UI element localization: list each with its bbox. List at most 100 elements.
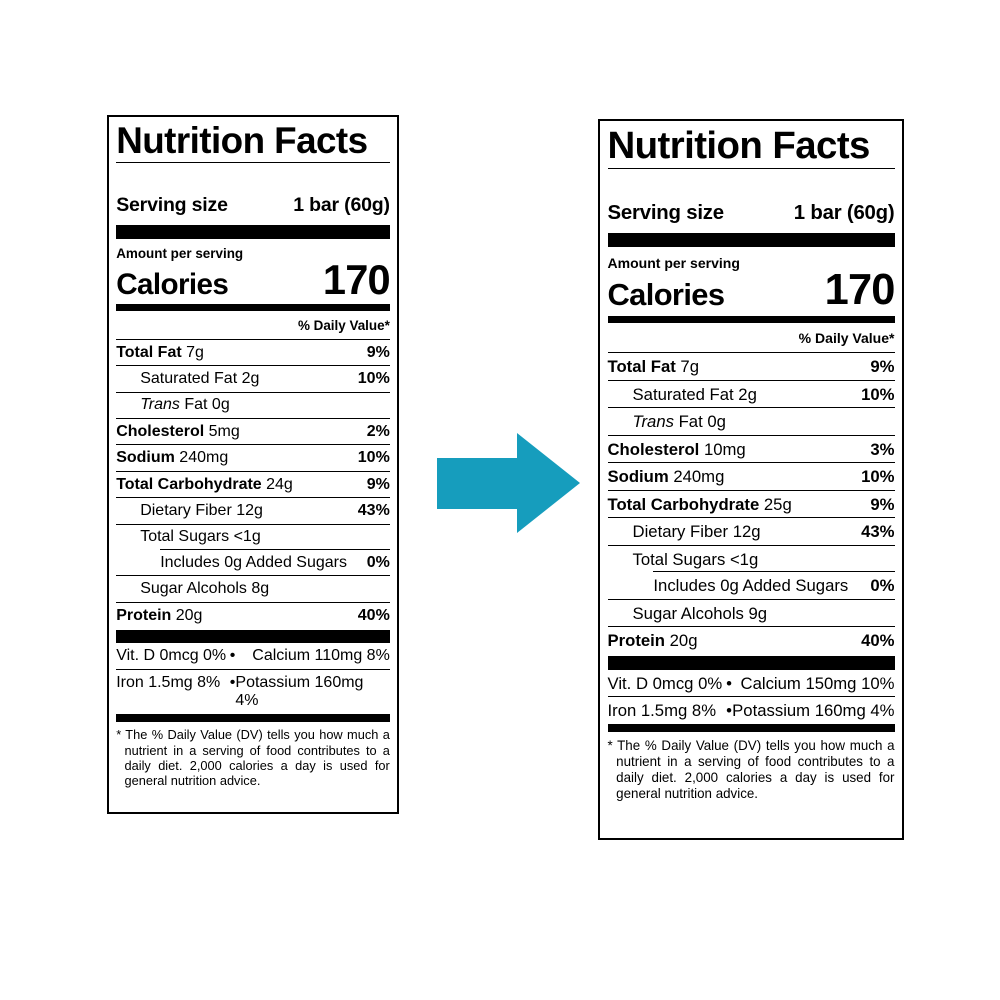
nutrient-rows: Total Fat 7g 9% Saturated Fat 2g 10% Trans F… bbox=[607, 353, 895, 654]
nutrient-name: Total Sugars <1g bbox=[632, 549, 759, 569]
micronutrient-rows: Vit. D 0mcg 0% • Calcium 150mg 10% Iron 1.5… bbox=[607, 670, 895, 724]
daily-value-percent: 9% bbox=[870, 357, 895, 377]
nutrient-name: Total Carbohydrate 25g bbox=[607, 494, 792, 514]
daily-value-header: % Daily Value* bbox=[116, 311, 390, 340]
micronutrient-row: Iron 1.5mg 8% • Potassium 160mg 4% bbox=[607, 696, 895, 724]
nutrient-name: Total Fat 7g bbox=[607, 357, 700, 377]
daily-value-percent: 2% bbox=[366, 422, 390, 440]
nutrient-row: Total Sugars <1g bbox=[116, 525, 390, 551]
nutrient-row: Includes 0g Added Sugars 0% bbox=[116, 550, 390, 577]
micronutrient-right: Calcium 110mg 8% bbox=[252, 647, 390, 665]
nutrient-row: Total Fat 7g 9% bbox=[116, 340, 390, 367]
daily-value-footnote: * The % Daily Value (DV) tells you how m… bbox=[116, 727, 390, 789]
daily-value-percent: 9% bbox=[366, 343, 390, 361]
nutrient-row: Total Sugars <1g bbox=[608, 546, 895, 573]
micronutrient-row: Vit. D 0mcg 0% • Calcium 150mg 10% bbox=[608, 670, 895, 697]
calories-label: Calories bbox=[116, 267, 229, 301]
arrow-right-icon bbox=[437, 433, 580, 533]
nutrient-name: Includes 0g Added Sugars bbox=[160, 553, 347, 571]
section-divider-bar bbox=[116, 713, 390, 722]
calories-label: Calories bbox=[607, 276, 726, 312]
nutrient-name: Cholesterol 5mg bbox=[116, 422, 240, 440]
section-divider-bar bbox=[116, 629, 390, 644]
nutrient-row: Sodium 240mg 10% bbox=[116, 445, 390, 472]
nutrient-row: Cholesterol 5mg 2% bbox=[116, 419, 390, 446]
micronutrient-row: Vit. D 0mcg 0% • Calcium 110mg 8% bbox=[116, 643, 390, 668]
micronutrient-right: Potassium 160mg 4% bbox=[235, 673, 364, 709]
micronutrient-rows: Vit. D 0mcg 0% • Calcium 110mg 8% Iron 1.5m… bbox=[116, 643, 390, 713]
nutrient-row: Sodium 240mg 10% bbox=[607, 463, 895, 491]
nutrient-row: Trans Fat 0g bbox=[607, 408, 895, 436]
daily-value-percent: 10% bbox=[861, 467, 895, 487]
nutrient-row: Saturated Fat 2g 10% bbox=[116, 366, 390, 393]
nutrient-name: Saturated Fat 2g bbox=[140, 369, 260, 387]
calories-value: 170 bbox=[322, 256, 391, 304]
nutrient-name: Total Sugars <1g bbox=[140, 528, 261, 546]
bullet-separator-icon: • bbox=[229, 673, 236, 691]
calories-row: Calories 170 bbox=[607, 265, 896, 314]
daily-value-header: % Daily Value* bbox=[607, 323, 895, 354]
micronutrient-left: Vit. D 0mcg 0% bbox=[116, 647, 227, 665]
nutrient-name: Dietary Fiber 12g bbox=[632, 522, 761, 542]
label-title: Nutrition Facts bbox=[116, 121, 390, 164]
serving-size-value: 1 bar (60g) bbox=[293, 194, 390, 217]
daily-value-percent: 0% bbox=[366, 553, 390, 571]
nutrient-name: Dietary Fiber 12g bbox=[140, 501, 263, 519]
serving-size-row: Serving size 1 bar (60g) bbox=[116, 194, 390, 217]
nutrient-row: Total Carbohydrate 24g 9% bbox=[116, 472, 390, 499]
nutrient-name: Total Fat 7g bbox=[116, 343, 204, 361]
nutrient-name: Trans Fat 0g bbox=[632, 412, 726, 432]
nutrient-name: Cholesterol 10mg bbox=[607, 439, 746, 459]
nutrient-row: Total Fat 7g 9% bbox=[607, 353, 895, 381]
label-title: Nutrition Facts bbox=[607, 125, 895, 170]
micronutrient-right: Calcium 150mg 10% bbox=[740, 673, 895, 693]
nutrient-name: Saturated Fat 2g bbox=[632, 384, 757, 404]
amount-per-serving-label: Amount per serving bbox=[607, 255, 740, 272]
daily-value-percent: 40% bbox=[861, 631, 895, 651]
daily-value-percent: 0% bbox=[870, 576, 895, 596]
section-divider-bar bbox=[116, 225, 390, 240]
daily-value-percent: 43% bbox=[861, 522, 895, 542]
section-divider-bar bbox=[607, 233, 895, 248]
nutrient-name: Trans Fat 0g bbox=[140, 396, 230, 414]
nutrient-row: Dietary Fiber 12g 43% bbox=[607, 518, 895, 546]
micronutrient-left: Iron 1.5mg 8% bbox=[116, 673, 221, 691]
micronutrient-right: Potassium 160mg 4% bbox=[732, 701, 895, 721]
serving-size-label: Serving size bbox=[116, 194, 228, 217]
section-divider-bar bbox=[116, 304, 390, 312]
micronutrient-left: Vit. D 0mcg 0% bbox=[607, 673, 723, 693]
nutrient-rows: Total Fat 7g 9% Saturated Fat 2g 10% Trans F… bbox=[116, 340, 390, 628]
nutrient-row: Protein 20g 40% bbox=[608, 627, 895, 654]
arrow-shape bbox=[437, 433, 580, 533]
daily-value-percent: 10% bbox=[861, 384, 895, 404]
serving-size-value: 1 bar (60g) bbox=[793, 201, 895, 224]
nutrition-label-after: Nutrition Facts Serving size 1 bar (60g)… bbox=[598, 119, 904, 840]
nutrient-row: Dietary Fiber 12g 43% bbox=[116, 498, 390, 525]
nutrient-row: Saturated Fat 2g 10% bbox=[607, 381, 895, 409]
serving-size-label: Serving size bbox=[607, 201, 725, 224]
nutrient-row: Protein 20g 40% bbox=[116, 603, 390, 628]
serving-size-row: Serving size 1 bar (60g) bbox=[608, 202, 895, 225]
bullet-separator-icon: • bbox=[726, 673, 732, 693]
daily-value-percent: 9% bbox=[870, 494, 895, 514]
nutrient-name: Protein 20g bbox=[607, 631, 698, 651]
nutrient-name: Total Carbohydrate 24g bbox=[116, 475, 293, 493]
daily-value-footnote: * The % Daily Value (DV) tells you how m… bbox=[607, 738, 895, 802]
nutrient-name: Protein 20g bbox=[116, 606, 203, 624]
micronutrient-row: Iron 1.5mg 8% • Potassium 160mg 4% bbox=[116, 668, 390, 714]
daily-value-percent: 40% bbox=[357, 606, 390, 624]
nutrition-label-before: Nutrition Facts Serving size 1 bar (60g)… bbox=[107, 115, 399, 814]
nutrient-row: Trans Fat 0g bbox=[116, 393, 390, 419]
calories-value: 170 bbox=[824, 265, 896, 314]
daily-value-percent: 43% bbox=[357, 501, 390, 519]
nutrient-row: Includes 0g Added Sugars 0% bbox=[607, 572, 895, 600]
nutrient-row: Sugar Alcohols 8g bbox=[116, 576, 390, 603]
bullet-separator-icon: • bbox=[726, 701, 732, 721]
nutrient-name: Sugar Alcohols 8g bbox=[140, 580, 270, 598]
daily-value-percent: 3% bbox=[870, 439, 895, 459]
section-divider-bar bbox=[607, 655, 895, 670]
nutrient-name: Includes 0g Added Sugars bbox=[653, 576, 849, 596]
nutrient-row: Sugar Alcohols 9g bbox=[607, 600, 895, 628]
daily-value-percent: 10% bbox=[357, 369, 390, 387]
amount-per-serving-label: Amount per serving bbox=[116, 246, 244, 262]
